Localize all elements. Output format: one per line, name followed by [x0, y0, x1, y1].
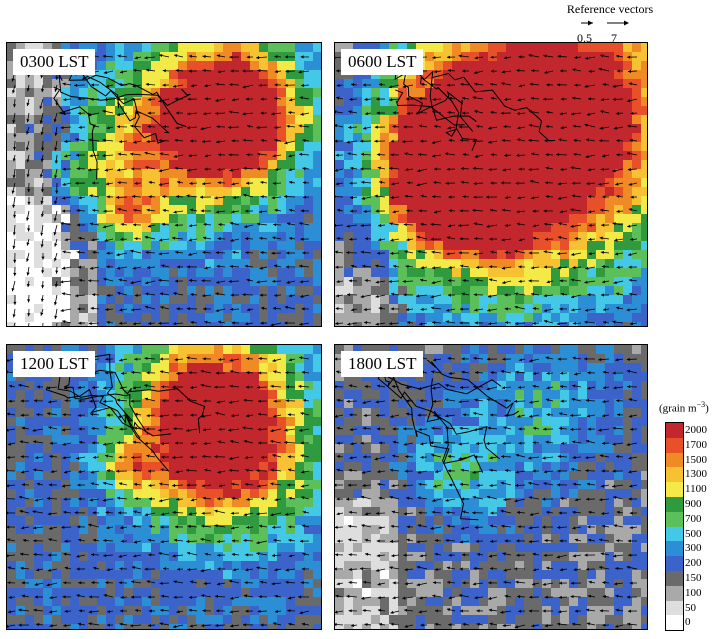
legend-swatch-200 — [666, 556, 683, 571]
legend-swatch-150 — [666, 570, 683, 586]
legend-label-300: 300 — [685, 542, 702, 555]
province-boundaries — [45, 353, 206, 472]
wind-vectors — [7, 356, 310, 629]
reference-vector-label-1: 0.5 — [577, 31, 592, 45]
legend-label-500: 500 — [685, 527, 702, 540]
legend-swatch-0 — [666, 615, 683, 631]
legend-label-100: 100 — [685, 586, 702, 599]
panel-label-0600: 0600 LST — [341, 49, 424, 75]
legend-swatch-1100 — [666, 482, 683, 497]
legend-label-150: 150 — [685, 572, 702, 584]
province-boundaries — [377, 359, 520, 521]
legend-label-1100: 1100 — [685, 483, 707, 496]
panel-label-0300: 0300 LST — [13, 49, 96, 75]
legend-swatch-1500 — [666, 452, 683, 468]
concentration-field — [7, 43, 321, 326]
legend-colorbar — [665, 422, 684, 632]
legend-label-700: 700 — [685, 512, 702, 525]
legend-swatch-1700 — [666, 437, 683, 453]
reference-arrows — [581, 20, 629, 26]
reference-vectors: Reference vectors 0.5 7 — [555, 2, 665, 45]
legend-swatch-100 — [666, 585, 683, 601]
legend-swatch-700 — [666, 511, 683, 527]
map-field-1200 — [7, 345, 321, 629]
map-field-1800 — [335, 345, 647, 629]
panel-label-1200: 1200 LST — [13, 351, 96, 377]
map-panel-1200: 1200 LST — [6, 344, 322, 630]
legend-label-900: 900 — [685, 498, 702, 510]
legend-swatch-300 — [666, 541, 683, 557]
reference-vectors-row: 0.5 7 — [555, 17, 665, 45]
map-panel-1800: 1800 LST — [334, 344, 648, 630]
panel-label-1800: 1800 LST — [341, 351, 424, 377]
map-field-0300 — [7, 43, 321, 326]
legend-swatch-900 — [666, 496, 683, 512]
legend-swatch-2000 — [666, 423, 683, 438]
legend-label-50: 50 — [685, 601, 696, 614]
legend-label-1500: 1500 — [685, 453, 707, 466]
reference-vectors-title: Reference vectors — [566, 2, 654, 16]
legend-label-2000: 2000 — [685, 424, 707, 436]
legend-unit: (grain m−3) — [659, 400, 709, 415]
map-panel-0300: 0300 LST — [6, 42, 322, 327]
map-field-0600 — [335, 43, 647, 326]
legend-label-1300: 1300 — [685, 468, 707, 481]
wind-vectors — [11, 54, 310, 326]
concentration-field — [335, 345, 647, 629]
legend-label-0: 0 — [685, 616, 691, 629]
province-boundaries — [375, 54, 556, 152]
legend-swatch-500 — [666, 526, 683, 542]
legend-label-1700: 1700 — [685, 438, 707, 451]
legend-swatch-50 — [666, 600, 683, 616]
concentration-field — [335, 43, 647, 326]
legend-swatch-1300 — [666, 467, 683, 483]
legend-label-200: 200 — [685, 557, 702, 570]
reference-vector-label-2: 7 — [611, 31, 617, 45]
map-panel-0600: 0600 LST — [334, 42, 648, 327]
wind-vectors — [335, 54, 638, 326]
